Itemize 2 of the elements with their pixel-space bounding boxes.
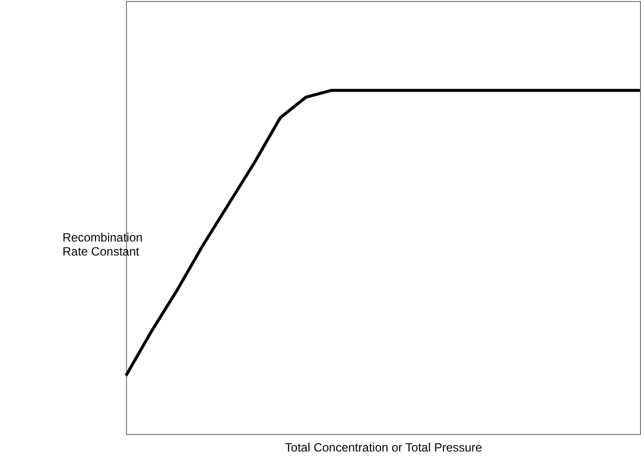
y-axis-title: Recombination Rate Constant [62,230,143,258]
x-axis-title: Total Concentration or Total Pressure [284,440,482,454]
